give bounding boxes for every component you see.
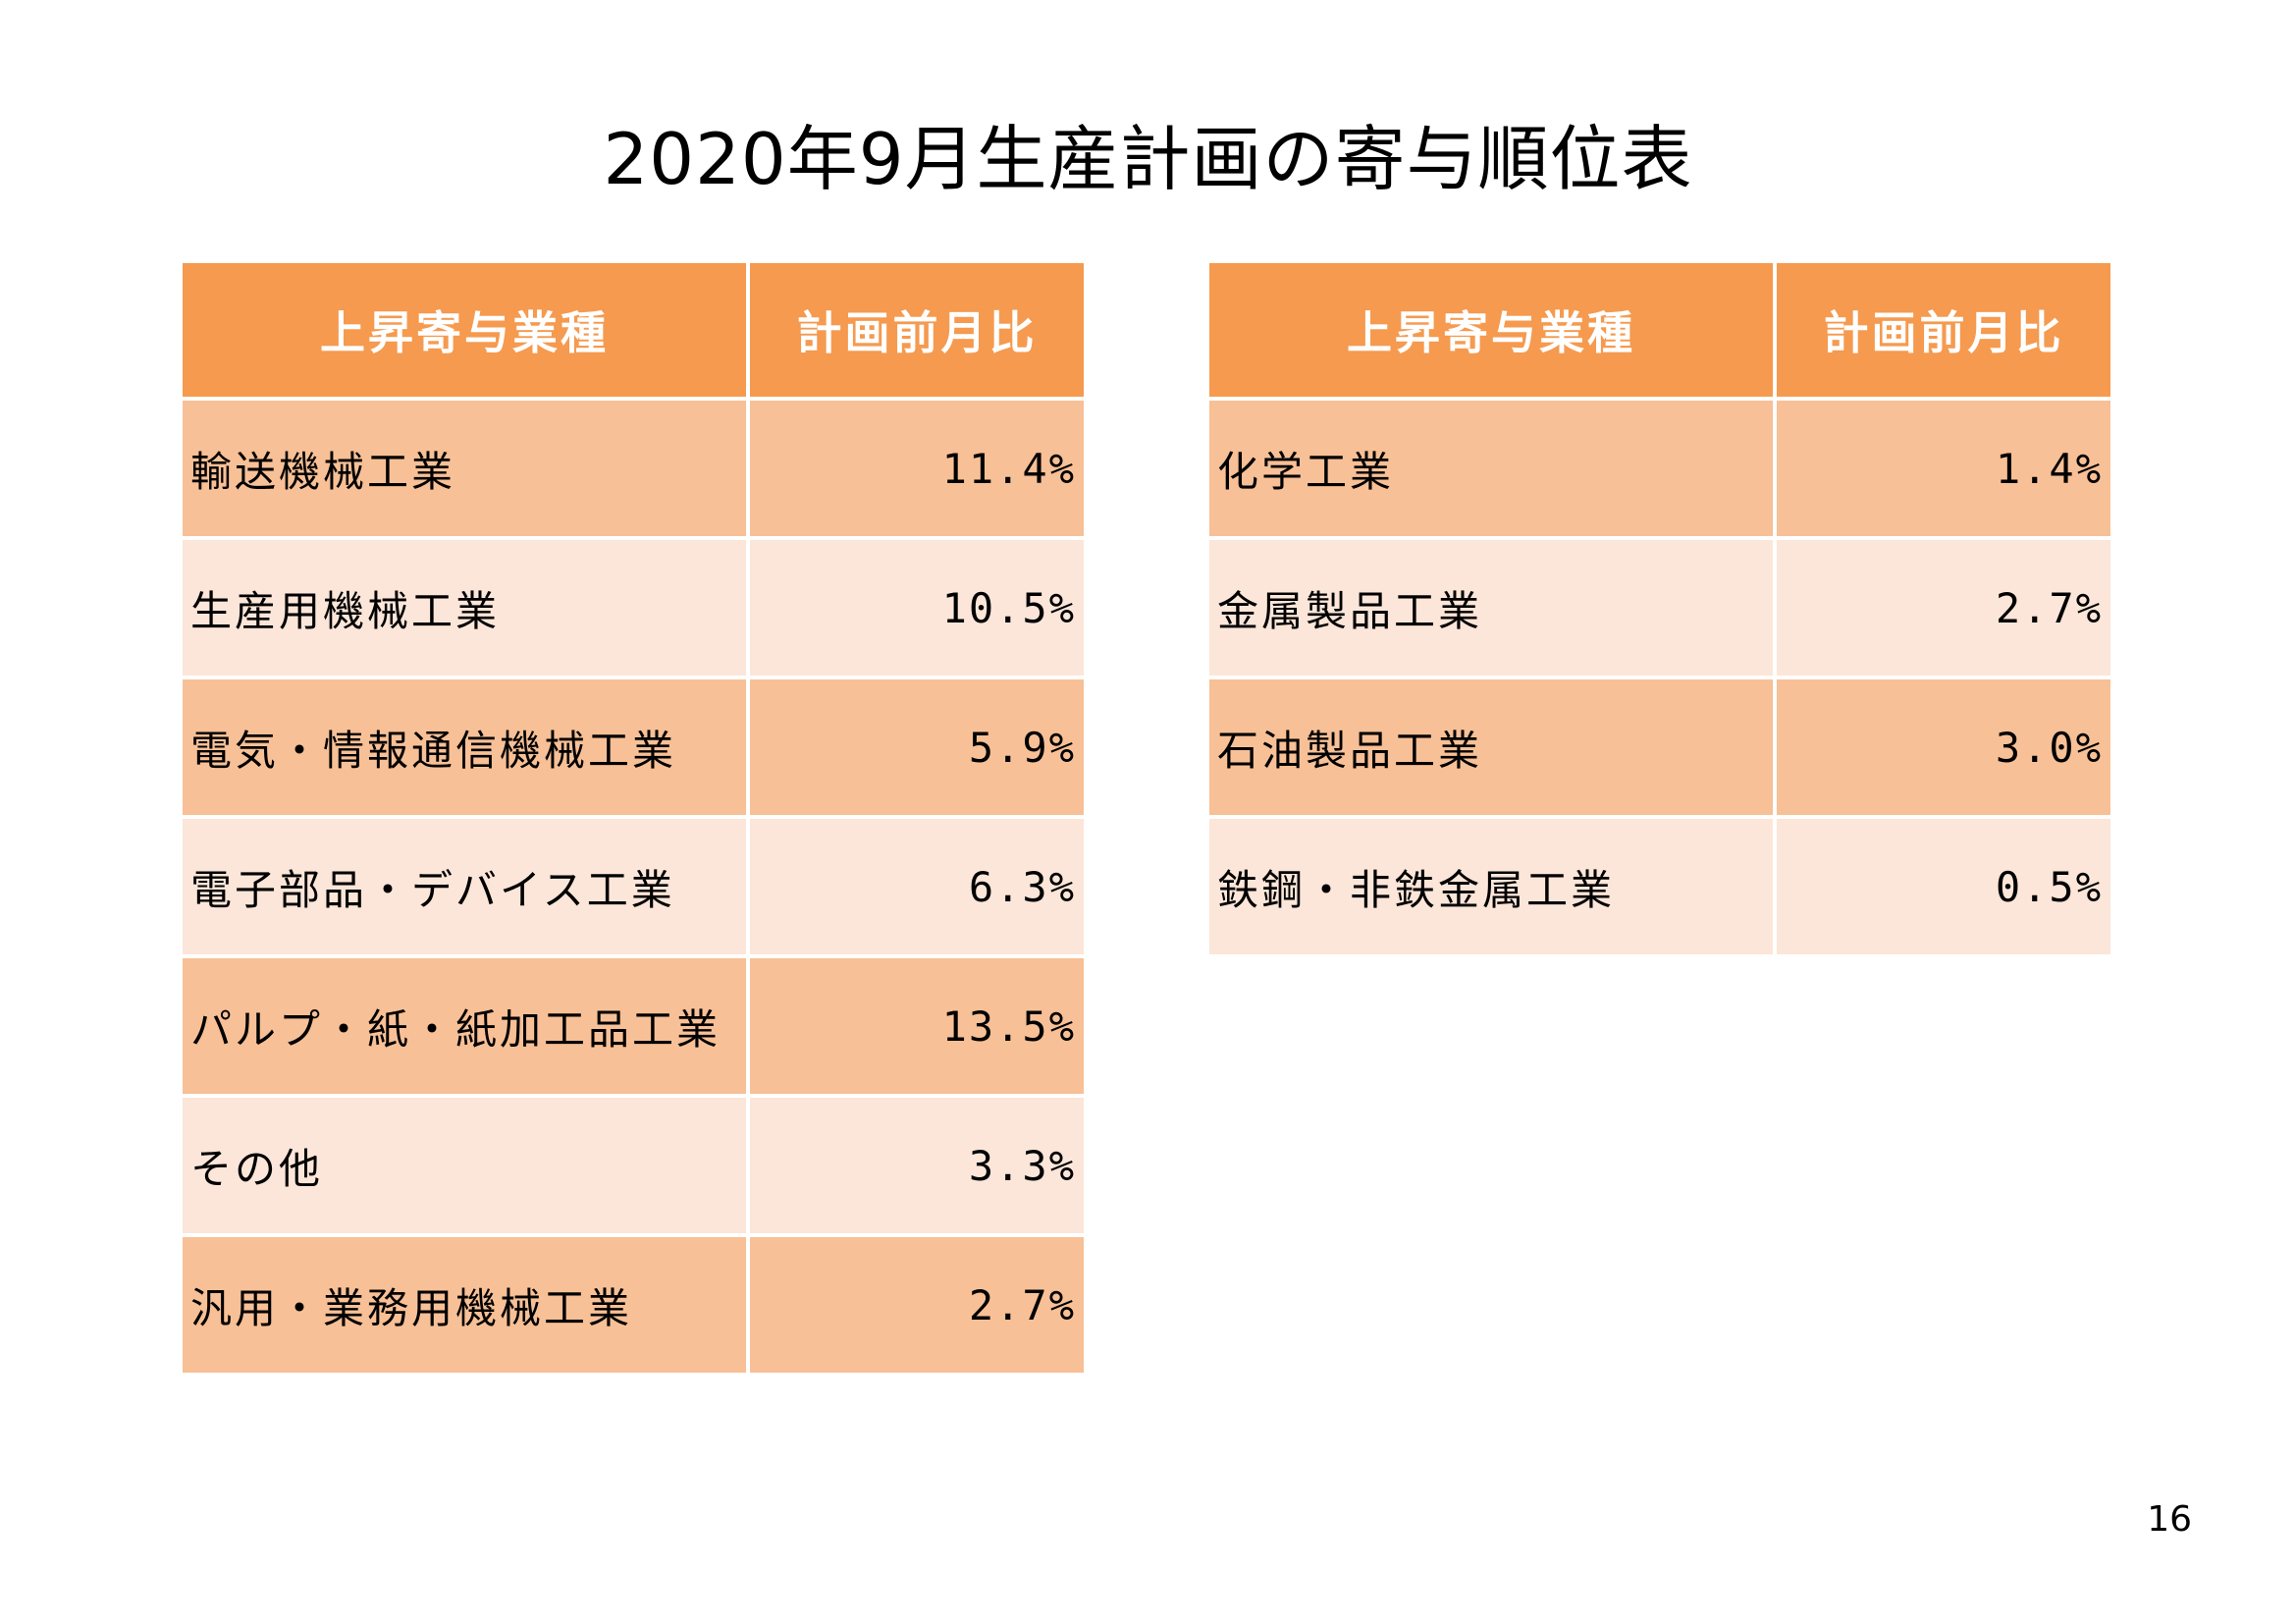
industry-cell: 電子部品・デバイス工業: [183, 819, 746, 954]
industry-cell: 生産用機械工業: [183, 540, 746, 676]
table-row: 電子部品・デバイス工業 6.3%: [183, 819, 1084, 954]
industry-cell: 石油製品工業: [1209, 679, 1773, 815]
value-cell: 10.5%: [750, 540, 1084, 676]
table-header-row: 上昇寄与業種 計画前月比: [1209, 263, 2110, 397]
value-cell: 3.0%: [1777, 679, 2110, 815]
value-cell: 11.4%: [750, 401, 1084, 536]
value-cell: 13.5%: [750, 958, 1084, 1094]
header-industry: 上昇寄与業種: [1209, 263, 1773, 397]
value-cell: 2.7%: [750, 1237, 1084, 1373]
industry-cell: 輸送機械工業: [183, 401, 746, 536]
table-row: 汎用・業務用機械工業 2.7%: [183, 1237, 1084, 1373]
table-row: 化学工業 1.4%: [1209, 401, 2110, 536]
table-row: 鉄鋼・非鉄金属工業 0.5%: [1209, 819, 2110, 954]
table-row: 輸送機械工業 11.4%: [183, 401, 1084, 536]
header-mom-ratio: 計画前月比: [1777, 263, 2110, 397]
industry-cell: パルプ・紙・紙加工品工業: [183, 958, 746, 1094]
table-row: その他 3.3%: [183, 1098, 1084, 1233]
page-title: 2020年9月生産計画の寄与順位表: [603, 118, 1693, 200]
value-cell: 5.9%: [750, 679, 1084, 815]
table-row: パルプ・紙・紙加工品工業 13.5%: [183, 958, 1084, 1094]
table-row: 生産用機械工業 10.5%: [183, 540, 1084, 676]
table-row: 金属製品工業 2.7%: [1209, 540, 2110, 676]
contribution-table-right: 上昇寄与業種 計画前月比 化学工業 1.4% 金属製品工業 2.7% 石油製品工…: [1205, 259, 2114, 958]
table-row: 電気・情報通信機械工業 5.9%: [183, 679, 1084, 815]
table-row: 石油製品工業 3.0%: [1209, 679, 2110, 815]
industry-cell: 汎用・業務用機械工業: [183, 1237, 746, 1373]
industry-cell: 化学工業: [1209, 401, 1773, 536]
industry-cell: 金属製品工業: [1209, 540, 1773, 676]
value-cell: 0.5%: [1777, 819, 2110, 954]
industry-cell: その他: [183, 1098, 746, 1233]
header-mom-ratio: 計画前月比: [750, 263, 1084, 397]
value-cell: 2.7%: [1777, 540, 2110, 676]
table-header-row: 上昇寄与業種 計画前月比: [183, 263, 1084, 397]
header-industry: 上昇寄与業種: [183, 263, 746, 397]
page-number: 16: [2147, 1499, 2192, 1540]
value-cell: 1.4%: [1777, 401, 2110, 536]
industry-cell: 鉄鋼・非鉄金属工業: [1209, 819, 1773, 954]
industry-cell: 電気・情報通信機械工業: [183, 679, 746, 815]
contribution-table-left: 上昇寄与業種 計画前月比 輸送機械工業 11.4% 生産用機械工業 10.5% …: [179, 259, 1088, 1377]
value-cell: 6.3%: [750, 819, 1084, 954]
value-cell: 3.3%: [750, 1098, 1084, 1233]
